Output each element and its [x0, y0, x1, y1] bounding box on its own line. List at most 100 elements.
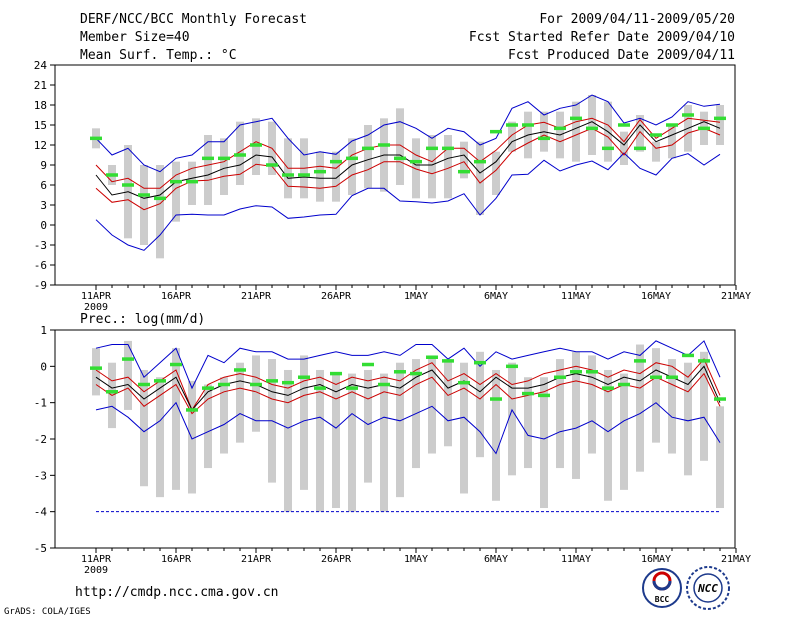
forecast-range-label: For 2009/04/11-2009/05/20: [539, 12, 735, 27]
temp-spread-box: [636, 115, 644, 152]
temperature-panel: -9 -6 -3 0 3 6 9 12 15 18 21 24 11APR 16APR 21APR 26APR…: [34, 59, 751, 313]
prec-spread-box: [236, 362, 244, 443]
temp-spread-box: [572, 101, 580, 162]
prec-spread-box: [652, 348, 660, 443]
temp-ytick-label: 24: [34, 59, 48, 72]
prec-series-ensemble-mean: [95, 365, 721, 411]
temp-spread-box: [716, 105, 724, 145]
prec-spread-box: [444, 359, 452, 447]
temp-spread-box: [652, 141, 660, 162]
prec-spread-box: [204, 384, 212, 469]
forecast-started-label: Fcst Started Refer Date 2009/04/10: [469, 30, 735, 45]
prec-ytick-label: -5: [34, 542, 47, 555]
prec-spread-box: [460, 362, 468, 494]
prec-spread-box: [348, 373, 356, 512]
temp-xtick-label: 26APR: [321, 291, 352, 302]
prec-panel-title: Prec.: log(mm/d): [80, 312, 205, 327]
prec-spread-box: [300, 355, 308, 490]
prec-spread-box: [604, 369, 612, 501]
temp-plot-frame: [54, 64, 736, 286]
temp-ytick-label: 0: [40, 219, 47, 232]
prec-spread-box: [332, 373, 340, 509]
temp-spread-box: [412, 138, 420, 199]
prec-year-label: 2009: [84, 565, 108, 576]
prec-series-ensemble-lower: [95, 372, 721, 415]
prec-spread-box: [716, 406, 724, 509]
temp-spread-box: [364, 125, 372, 189]
prec-ytick-label: -4: [34, 506, 48, 519]
temp-spread-box: [492, 151, 500, 195]
prec-xtick-label: 11APR: [81, 554, 112, 565]
prec-xtick-label: 21APR: [241, 554, 272, 565]
temp-ytick-label: 21: [34, 79, 47, 92]
prec-series-ensemble-max: [95, 340, 721, 390]
temp-ytick-label: 6: [40, 179, 47, 192]
prec-xtick-label: 1MAY: [404, 554, 428, 565]
prec-ytick-label: -2: [34, 433, 47, 446]
temp-spread-box: [220, 138, 228, 195]
temp-spread-box: [444, 135, 452, 199]
temp-xtick-label: 21MAY: [721, 291, 751, 302]
prec-spread-box: [252, 355, 260, 432]
bcc-logo-text: BCC: [655, 595, 670, 604]
grads-credit: GrADS: COLA/IGES: [4, 607, 91, 617]
prec-spread-box: [636, 344, 644, 472]
figure-title: DERF/NCC/BCC Monthly Forecast: [80, 12, 307, 27]
temp-panel-title: Mean Surf. Temp.: °C: [80, 48, 237, 63]
temp-series-ensemble-lower: [95, 117, 721, 189]
prec-ytick-label: -3: [34, 469, 47, 482]
temp-ytick-label: 18: [34, 99, 47, 112]
prec-spread-box: [620, 373, 628, 490]
temp-xtick-label: 21APR: [241, 291, 272, 302]
temp-ytick-label: -3: [34, 239, 47, 252]
ncc-logo-text: NCC: [697, 582, 718, 595]
ncc-logo: NCC: [686, 566, 730, 610]
temp-series-ensemble-upper: [95, 127, 721, 211]
temp-ytick-label: 3: [40, 199, 47, 212]
prec-ytick-label: 1: [40, 324, 47, 337]
bcc-logo: BCC: [642, 568, 682, 608]
temp-series-ensemble-min: [95, 94, 721, 173]
temp-spread-box: [620, 131, 628, 165]
prec-spread-box: [428, 355, 436, 454]
prec-spread-box: [380, 373, 388, 512]
prec-spread-box: [476, 351, 484, 458]
prec-spread-box: [668, 359, 676, 454]
prec-spread-box: [140, 369, 148, 487]
prec-spread-box: [92, 348, 100, 396]
temp-spread-box: [508, 121, 516, 152]
temp-year-label: 2009: [84, 302, 108, 313]
temp-spread-box: [332, 151, 340, 202]
prec-spread-box: [492, 369, 500, 501]
temp-xtick-label: 16MAY: [641, 291, 671, 302]
temp-spread-box: [156, 165, 164, 259]
temp-series-ensemble-mean: [95, 121, 721, 199]
prec-ytick-label: -1: [34, 397, 47, 410]
temp-ytick-label: -9: [34, 279, 47, 292]
temp-spread-box: [460, 141, 468, 179]
temp-spread-box: [172, 161, 180, 222]
prec-spread-box: [124, 340, 132, 410]
prec-spread-box: [156, 377, 164, 498]
temp-spread-box: [140, 165, 148, 245]
prec-spread-box: [364, 369, 372, 483]
temp-spread-box: [396, 108, 404, 185]
prec-xtick-label: 16APR: [161, 554, 192, 565]
prec-spread-box: [572, 351, 580, 479]
prec-spread-box: [700, 351, 708, 461]
prec-spread-box: [556, 359, 564, 469]
prec-spread-box: [508, 362, 516, 476]
source-url[interactable]: http://cmdp.ncc.cma.gov.cn: [75, 585, 279, 600]
prec-series-ensemble-upper: [95, 358, 721, 411]
prec-spread-box: [188, 380, 196, 494]
prec-spread-box: [524, 377, 532, 469]
prec-xtick-label: 21MAY: [721, 554, 751, 565]
prec-spread-box: [172, 348, 180, 490]
prec-ytick-label: 0: [40, 360, 47, 373]
prec-xtick-label: 11MAY: [561, 554, 591, 565]
member-size-label: Member Size=40: [80, 30, 190, 45]
temp-spread-box: [348, 138, 356, 195]
prec-spread-box: [540, 377, 548, 509]
prec-spread-box: [684, 362, 692, 476]
